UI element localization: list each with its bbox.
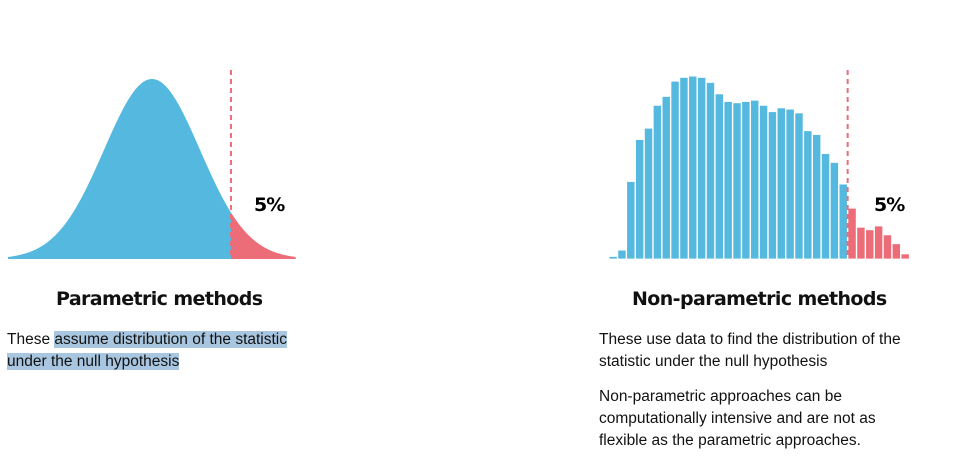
parametric-tail-label: 5%: [254, 194, 285, 216]
histogram-bar: [670, 80, 680, 260]
parametric-desc-highlight-1: assume distribution of the statistic: [54, 331, 287, 348]
histogram-tail-bar: [865, 229, 875, 260]
histogram-bar: [829, 162, 839, 260]
nonparametric-tail-label: 5%: [874, 194, 905, 216]
distribution-tail: [230, 212, 296, 259]
nonparametric-description-2: Non-parametric approaches can be computa…: [599, 388, 876, 449]
parametric-description: These assume distribution of the statist…: [7, 329, 347, 373]
histogram-bar: [821, 153, 831, 260]
histogram-bar: [608, 256, 618, 260]
histogram-bar: [617, 249, 627, 260]
parametric-desc-highlight-2: under the null hypothesis: [7, 353, 180, 370]
histogram-bar: [705, 82, 715, 260]
histogram-bar: [803, 130, 813, 260]
distribution-body: [8, 79, 231, 259]
parametric-chart: [8, 70, 296, 259]
histogram-bar: [838, 183, 848, 260]
histogram-bar: [661, 96, 671, 260]
histogram-bar: [652, 104, 662, 260]
histogram-bar: [732, 102, 742, 260]
parametric-title: Parametric methods: [56, 288, 263, 310]
histogram-tail-bar: [891, 243, 901, 260]
histogram-bar: [635, 139, 645, 260]
histogram-tail-bar: [856, 226, 866, 260]
histogram-bar: [776, 107, 786, 260]
histogram-bar: [697, 76, 707, 260]
histogram-bar: [750, 99, 760, 260]
histogram-bar: [812, 134, 822, 260]
nonparametric-title: Non-parametric methods: [632, 288, 887, 310]
histogram-bar: [767, 111, 777, 260]
histogram-bar: [688, 75, 698, 260]
histogram-bar: [794, 112, 804, 260]
histogram-tail-bar: [900, 253, 910, 260]
histogram-bar: [644, 127, 654, 260]
histogram-bar: [785, 108, 795, 260]
histogram-tail-bar: [882, 234, 892, 260]
histogram-bar: [759, 104, 769, 260]
histogram-tail-bar: [847, 207, 857, 260]
histogram-bar: [714, 93, 724, 260]
histogram-tail-bar: [874, 225, 884, 260]
histogram-bar: [741, 101, 751, 260]
histogram-bar: [679, 76, 689, 260]
nonparametric-chart: [608, 70, 910, 260]
histogram-bar: [626, 181, 636, 260]
nonparametric-description-1: These use data to find the distribution …: [599, 331, 901, 370]
parametric-desc-prefix: These: [7, 331, 55, 348]
histogram-bar: [723, 101, 733, 260]
